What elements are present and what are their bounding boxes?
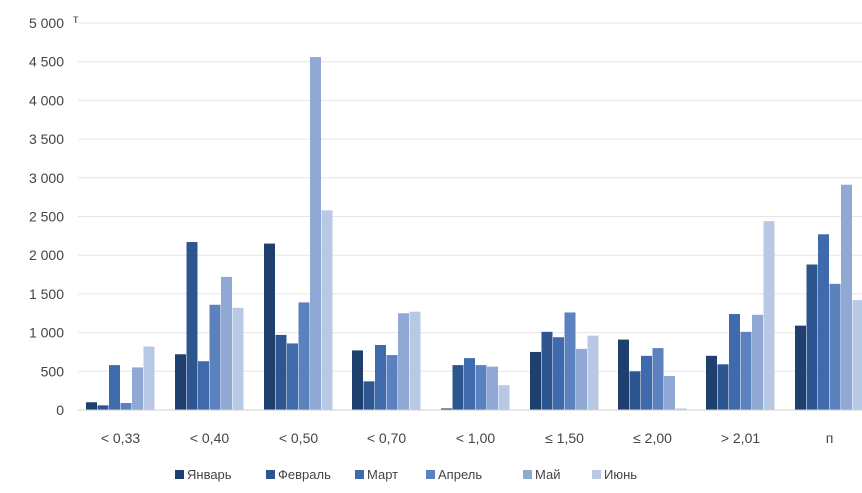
bar xyxy=(398,313,409,410)
x-tick-label: > 2,01 xyxy=(721,430,761,446)
legend-label: Март xyxy=(367,467,398,482)
x-tick-label: ≤ 1,50 xyxy=(545,430,584,446)
x-tick-label: ≤ 2,00 xyxy=(633,430,672,446)
x-tick-label: < 0,40 xyxy=(190,430,230,446)
y-tick-label: 2 000 xyxy=(29,247,64,263)
bar xyxy=(588,336,599,410)
bar xyxy=(210,305,221,410)
bar xyxy=(830,284,841,410)
legend-item: Январь xyxy=(175,467,232,482)
legend-swatch xyxy=(175,470,184,479)
legend-label: Январь xyxy=(187,467,232,482)
bar xyxy=(553,337,564,410)
legend-label: Май xyxy=(535,467,560,482)
bar xyxy=(818,234,829,410)
bar xyxy=(299,302,310,410)
bar xyxy=(264,244,275,410)
y-axis-unit-label: т xyxy=(73,12,79,26)
bar xyxy=(618,340,629,410)
bar xyxy=(86,402,97,410)
legend-swatch xyxy=(355,470,364,479)
legend-label: Июнь xyxy=(604,467,637,482)
bar xyxy=(741,332,752,410)
bar xyxy=(352,350,363,410)
legend-swatch xyxy=(266,470,275,479)
bar xyxy=(718,364,729,410)
bar xyxy=(530,352,541,410)
y-tick-label: 1 500 xyxy=(29,286,64,302)
bar xyxy=(144,347,155,410)
bar xyxy=(198,361,209,410)
bar xyxy=(109,365,120,410)
legend-swatch xyxy=(592,470,601,479)
legend-item: Март xyxy=(355,467,398,482)
legend-item: Июнь xyxy=(592,467,637,482)
bar xyxy=(752,315,763,410)
legend-item: Апрель xyxy=(426,467,482,482)
bar xyxy=(453,365,464,410)
legend-label: Февраль xyxy=(278,467,331,482)
bar xyxy=(364,381,375,410)
x-tick-label: < 1,00 xyxy=(456,430,496,446)
bar xyxy=(233,308,244,410)
x-tick-label: < 0,33 xyxy=(101,430,141,446)
x-tick-label: < 0,50 xyxy=(279,430,319,446)
bar xyxy=(322,210,333,410)
y-tick-label: 4 500 xyxy=(29,54,64,70)
bar xyxy=(121,403,132,410)
bar xyxy=(175,354,186,410)
bar xyxy=(410,312,421,410)
bar xyxy=(187,242,198,410)
bar xyxy=(310,57,321,410)
y-tick-label: 3 000 xyxy=(29,170,64,186)
y-tick-label: 3 500 xyxy=(29,131,64,147)
bar xyxy=(132,367,143,410)
bar xyxy=(630,371,641,410)
bar xyxy=(841,185,852,410)
bar xyxy=(706,356,717,410)
bar xyxy=(499,385,510,410)
y-tick-label: 1 000 xyxy=(29,325,64,341)
x-tick-label: п xyxy=(826,430,834,446)
bar xyxy=(221,277,232,410)
bar xyxy=(387,355,398,410)
legend-swatch xyxy=(523,470,532,479)
y-tick-label: 4 000 xyxy=(29,92,64,108)
legend-swatch xyxy=(426,470,435,479)
bars xyxy=(86,57,862,410)
bar xyxy=(729,314,740,410)
legend: Январь Февраль Март Апрель Май Июнь xyxy=(175,467,637,482)
legend-item: Май xyxy=(523,467,560,482)
y-tick-label: 500 xyxy=(41,363,65,379)
bar xyxy=(542,332,553,410)
bar xyxy=(98,405,109,410)
y-tick-label: 2 500 xyxy=(29,209,64,225)
bar xyxy=(476,365,487,410)
bar xyxy=(576,349,587,410)
legend-item: Февраль xyxy=(266,467,331,482)
bar xyxy=(664,376,675,410)
bar xyxy=(276,335,287,410)
bar xyxy=(287,343,298,410)
bar xyxy=(764,221,775,410)
bar xyxy=(375,345,386,410)
y-tick-label: 5 000 xyxy=(29,15,64,31)
bar xyxy=(653,348,664,410)
legend-label: Апрель xyxy=(438,467,482,482)
bar xyxy=(565,312,576,410)
x-tick-label: < 0,70 xyxy=(367,430,407,446)
bar xyxy=(641,356,652,410)
bar xyxy=(795,326,806,410)
y-tick-label: 0 xyxy=(56,402,64,418)
bar xyxy=(487,367,498,410)
bar xyxy=(853,300,862,410)
bar xyxy=(807,264,818,410)
bar xyxy=(464,358,475,410)
